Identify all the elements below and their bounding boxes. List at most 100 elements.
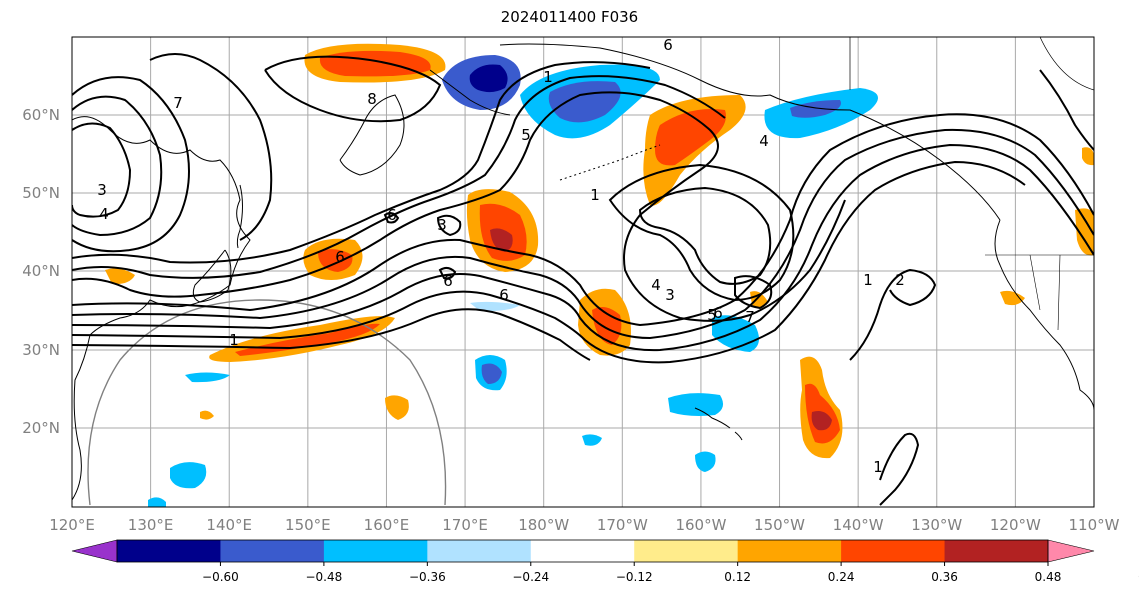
lat-label: 30°N — [22, 341, 60, 359]
lat-label: 40°N — [22, 262, 60, 280]
contour-label: 7 — [745, 308, 755, 326]
contour-label: 3 — [437, 216, 447, 234]
lon-label: 130°W — [911, 516, 962, 534]
shade-positive-gulf-core — [655, 109, 726, 166]
shade-positive-dateline-peak — [490, 228, 513, 252]
shade-negative-small-5 — [470, 301, 520, 312]
latitude-labels: 60°N 50°N 40°N 30°N 20°N — [22, 106, 60, 437]
contour-label: 6 — [387, 206, 397, 224]
shade-negative-canada-core — [790, 100, 841, 118]
contour-3 — [72, 143, 1094, 352]
coast-north-america — [994, 219, 1094, 411]
coast-hawaii — [694, 407, 743, 441]
colorbar-frame — [116, 539, 1049, 563]
colorbar-tick-labels: −0.60 −0.48 −0.36 −0.24 −0.12 0.12 0.24 0.36 0.4… — [202, 562, 1139, 584]
contour-ring-west-3 — [72, 122, 132, 218]
contour-ring-7-east — [734, 275, 773, 310]
coastlines — [72, 37, 1094, 501]
colorbar-segment — [323, 540, 428, 562]
lon-label: 180°W — [518, 516, 569, 534]
contour-ne — [1039, 69, 1094, 151]
lon-label: 170°W — [597, 516, 648, 534]
contour-label: 2 — [895, 271, 905, 289]
colorbar-segment — [737, 540, 842, 562]
contour-7 — [72, 75, 726, 279]
lat-label: 20°N — [22, 419, 60, 437]
shade-positive-right-edge — [1075, 208, 1094, 256]
colorbar-min-extension — [71, 539, 118, 563]
shade-positive-small-2 — [750, 291, 768, 308]
lon-label: 160°W — [675, 516, 726, 534]
shade-positive-small-3 — [105, 268, 135, 285]
contour-ring-alaska-low-2 — [638, 186, 772, 285]
contour-4 — [72, 160, 1026, 364]
colorbar-tick-label: −0.48 — [305, 570, 342, 584]
contour-ring-6-small — [436, 214, 462, 237]
lon-label: 170°E — [442, 516, 488, 534]
contour-ring-west — [72, 76, 190, 253]
contour-7-nw — [149, 53, 273, 241]
contour-label: 3 — [665, 286, 675, 304]
contour-label: 1 — [229, 331, 239, 349]
shade-positive-small-7 — [200, 410, 214, 420]
range-circle — [87, 299, 447, 506]
contour-label: 5 — [707, 306, 717, 324]
contour-label: 4 — [651, 276, 661, 294]
contour-label: 3 — [97, 181, 107, 199]
contour-2 — [72, 128, 1094, 340]
contour-label: 1 — [873, 458, 883, 476]
lon-label: 140°E — [206, 516, 252, 534]
colorbar-max-extension — [1047, 539, 1095, 563]
contour-label: 6 — [663, 36, 673, 54]
shade-negative-se — [668, 393, 724, 416]
contour-5 — [72, 308, 591, 361]
contour-ring-6-small-3 — [438, 266, 457, 280]
contour-label: 1 — [590, 186, 600, 204]
contour-1 — [72, 113, 1094, 327]
contour-label: 8 — [367, 90, 377, 108]
contour-label: 1 — [863, 271, 873, 289]
colorbar-tick-label: −0.12 — [616, 570, 653, 584]
map-frame — [71, 36, 1095, 508]
shade-negative-small-4 — [185, 372, 230, 383]
colorbar-tick-label: −0.60 — [202, 570, 239, 584]
longitude-labels: 120°E 130°E 140°E 150°E 160°E 170°E 180°W 170°W… — [49, 516, 1119, 534]
colorbar-segment — [634, 540, 739, 562]
coast-canada-boundary — [849, 37, 1094, 91]
contour-1-e — [849, 268, 937, 361]
shade-negative-alaska-core — [548, 81, 621, 123]
colorbar-segment — [427, 540, 532, 562]
colorbar-tick-label: −0.36 — [409, 570, 446, 584]
contour-ring-alaska-low — [608, 163, 795, 302]
shade-positive-small-1 — [385, 395, 409, 420]
shade-negative-sw — [170, 462, 207, 489]
colorbar-segment — [944, 540, 1049, 562]
colorbar-tick-label: −0.24 — [512, 570, 549, 584]
map-title: 2024011400 F036 — [500, 8, 639, 26]
contour-label: 6 — [335, 248, 345, 266]
shade-negative-small-8 — [148, 497, 166, 507]
colorbar-tick-label: 0.48 — [1035, 570, 1062, 584]
contour-label: 4 — [759, 132, 769, 150]
colorbar — [71, 539, 1095, 563]
colorbar-tick-label: 0.24 — [828, 570, 855, 584]
colorbar-segment — [530, 540, 635, 562]
colorbar-segment — [220, 540, 325, 562]
contour-label: 6 — [443, 272, 453, 290]
lat-label: 50°N — [22, 184, 60, 202]
coast-asia — [72, 116, 251, 501]
contour-8 — [72, 61, 651, 264]
contour-label: 7 — [173, 94, 183, 112]
shade-positive-se-coast — [1000, 290, 1025, 306]
lon-label: 120°W — [990, 516, 1041, 534]
shade-negative-small-6 — [582, 434, 602, 446]
contour-label: 6 — [499, 286, 509, 304]
lon-label: 140°W — [833, 516, 884, 534]
shade-negative-s2 — [695, 451, 716, 472]
colorbar-segment — [117, 540, 221, 562]
height-contours — [72, 53, 1094, 506]
coast-bering — [429, 69, 511, 116]
